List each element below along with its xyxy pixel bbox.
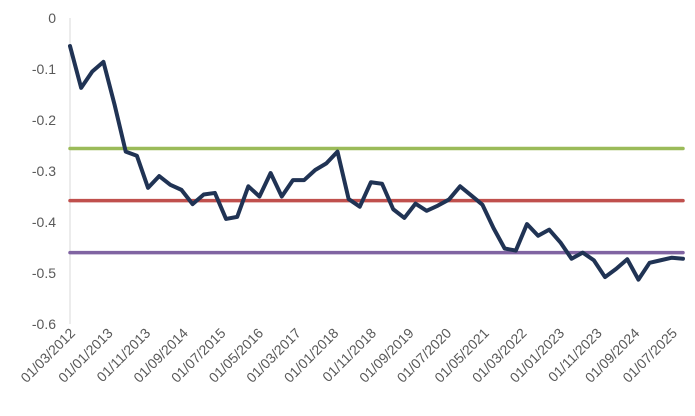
series-layer [68, 44, 685, 282]
y-tick-label: -0.3 [32, 163, 56, 179]
y-tick-label: -0.1 [32, 61, 56, 77]
y-tick-label: -0.6 [32, 316, 56, 332]
y-tick-labels: 0 -0.1 -0.2 -0.3 -0.4 -0.5 -0.6 [32, 10, 56, 332]
y-tick-label: -0.2 [32, 112, 56, 128]
y-axis: 0 -0.1 -0.2 -0.3 -0.4 -0.5 -0.6 [32, 10, 71, 332]
y-tick-label: 0 [48, 10, 56, 26]
y-tick-label: -0.4 [32, 214, 56, 230]
main-series-line [68, 44, 685, 282]
y-tick-label: -0.5 [32, 265, 56, 281]
x-tick-labels: 01/03/201201/01/201301/11/201301/09/2014… [17, 325, 680, 386]
